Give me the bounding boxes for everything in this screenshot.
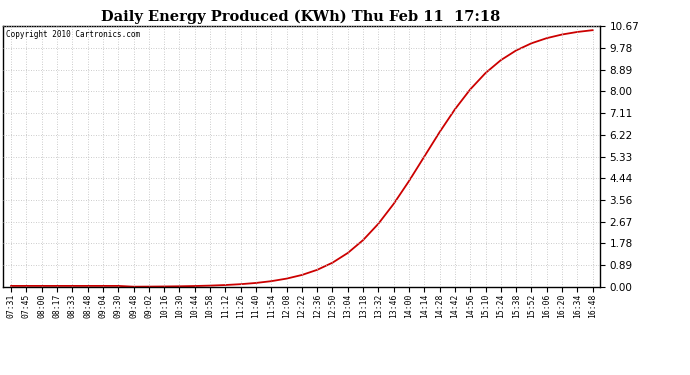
Text: Copyright 2010 Cartronics.com: Copyright 2010 Cartronics.com	[6, 30, 141, 39]
Text: Daily Energy Produced (KWh) Thu Feb 11  17:18: Daily Energy Produced (KWh) Thu Feb 11 1…	[101, 9, 500, 24]
